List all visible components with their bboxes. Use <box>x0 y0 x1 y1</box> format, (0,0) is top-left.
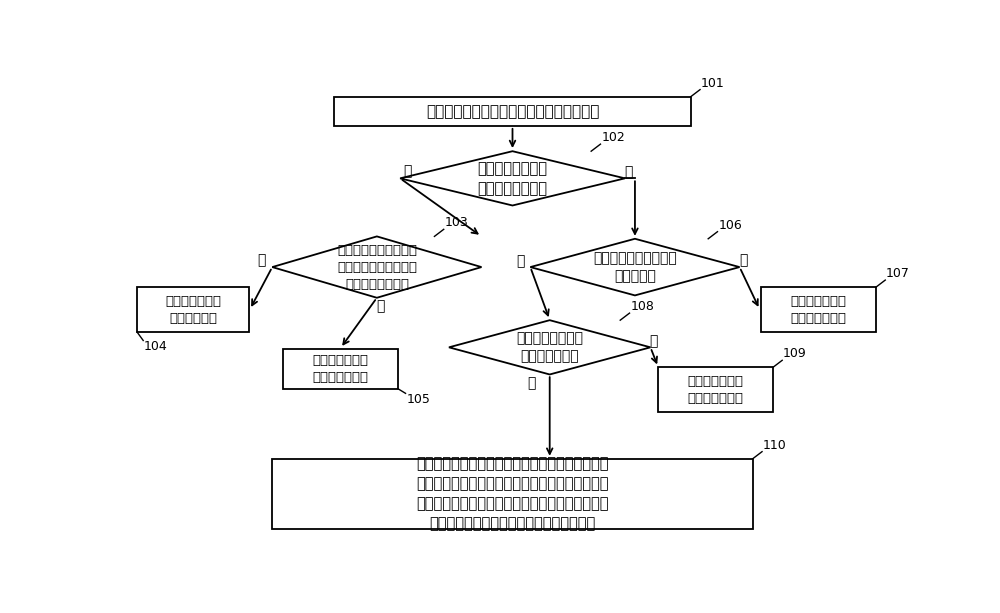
Text: 是: 是 <box>516 254 524 268</box>
Text: 110: 110 <box>763 439 787 452</box>
Text: 106: 106 <box>718 219 742 232</box>
Bar <box>137 287 249 332</box>
Text: 否: 否 <box>739 254 748 267</box>
Text: 105: 105 <box>406 394 430 406</box>
Polygon shape <box>449 320 650 375</box>
Text: 将指静脉数据确
定为合格数据: 将指静脉数据确 定为合格数据 <box>165 295 221 324</box>
Text: 读取预置临时值管理集
，判断传输临时值是否
匹配临时值管理集: 读取预置临时值管理集 ，判断传输临时值是否 匹配临时值管理集 <box>337 243 417 291</box>
Text: 判断指静脉数据是否存
在端口地址: 判断指静脉数据是否存 在端口地址 <box>593 251 677 283</box>
Text: 判断指静脉数据是
否存在传输临时值: 判断指静脉数据是 否存在传输临时值 <box>478 161 548 196</box>
Text: 将指静脉数据确
定为不合格数据: 将指静脉数据确 定为不合格数据 <box>312 354 368 384</box>
Polygon shape <box>272 237 482 298</box>
Text: 101: 101 <box>701 77 725 89</box>
Text: 108: 108 <box>630 300 654 313</box>
Text: 将指静脉数据确
定为不合格数据: 将指静脉数据确 定为不合格数据 <box>791 295 847 324</box>
Polygon shape <box>400 151 625 205</box>
Text: 102: 102 <box>601 131 625 144</box>
Text: 将指静脉数据确定为合格数据，以及根据预置管理
算法，生成新增临时值，将新增临时值添加至预置
临时值管理集中，并将新增临时值发送至端口地址
，以便端口地址发送的数: 将指静脉数据确定为合格数据，以及根据预置管理 算法，生成新增临时值，将新增临时值… <box>416 457 609 531</box>
Text: 107: 107 <box>886 267 910 280</box>
Text: 是: 是 <box>404 164 412 178</box>
Text: 是: 是 <box>527 376 535 390</box>
Text: 否: 否 <box>625 165 633 179</box>
Bar <box>283 349 398 389</box>
Text: 是: 是 <box>257 253 266 267</box>
Text: 获取预置合法端口集，以及接收指静脉数据: 获取预置合法端口集，以及接收指静脉数据 <box>426 104 599 119</box>
Text: 否: 否 <box>377 299 385 313</box>
Bar <box>272 459 753 528</box>
Bar <box>334 97 691 126</box>
Polygon shape <box>530 238 740 295</box>
Text: 104: 104 <box>143 340 167 354</box>
Text: 将指静脉数据确
定为不合格数据: 将指静脉数据确 定为不合格数据 <box>688 375 744 405</box>
Text: 109: 109 <box>783 348 807 360</box>
Text: 判断端口地址是否
匹配合法端口集: 判断端口地址是否 匹配合法端口集 <box>516 331 583 364</box>
Text: 103: 103 <box>444 216 468 229</box>
Bar <box>761 287 876 332</box>
Text: 否: 否 <box>649 333 658 348</box>
Bar <box>658 367 773 412</box>
